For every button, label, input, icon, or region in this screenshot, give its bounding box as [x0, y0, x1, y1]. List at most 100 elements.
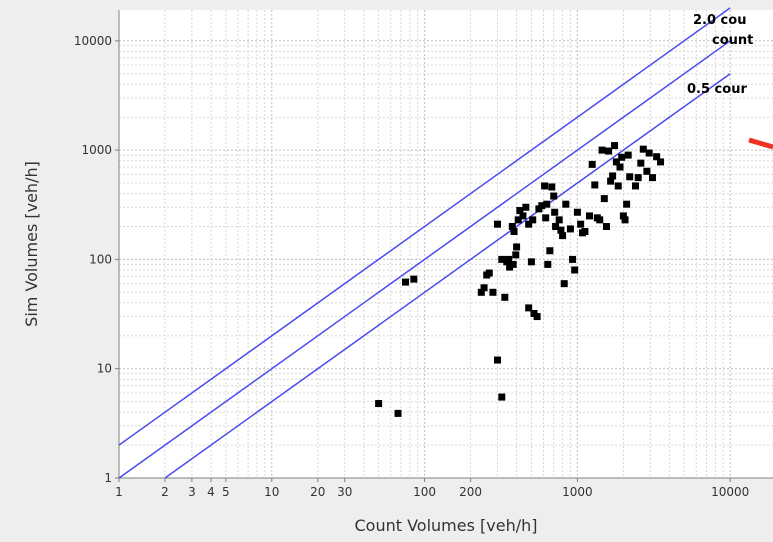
data-point: [508, 222, 516, 230]
y-tick-label: 10: [97, 362, 112, 376]
data-point: [394, 409, 402, 417]
data-point: [529, 216, 537, 224]
y-tick-label: 100: [89, 252, 112, 266]
data-point: [552, 222, 560, 230]
data-point: [639, 145, 647, 153]
x-tick-label: 10: [264, 485, 279, 499]
data-point: [569, 255, 577, 263]
reference-line-label-0-5: 0.5 cour: [687, 82, 747, 97]
data-point: [498, 393, 506, 401]
data-point: [653, 153, 661, 161]
data-point: [546, 247, 554, 255]
data-point: [619, 212, 627, 220]
data-point: [559, 232, 567, 240]
data-point: [506, 263, 514, 271]
data-point: [489, 288, 497, 296]
data-point: [566, 225, 574, 233]
data-point: [573, 208, 581, 216]
data-point: [494, 356, 502, 364]
data-point: [631, 182, 639, 190]
data-point: [480, 284, 488, 292]
data-point: [577, 220, 585, 228]
y-tick-label: 10000: [74, 34, 112, 48]
data-point: [477, 288, 485, 296]
data-point: [519, 212, 527, 220]
x-tick-label: 10000: [711, 485, 749, 499]
data-point: [645, 149, 653, 157]
x-tick-label: 20: [310, 485, 325, 499]
x-tick-label: 2: [161, 485, 169, 499]
data-point: [623, 200, 631, 208]
data-point: [512, 251, 520, 259]
data-point: [542, 214, 550, 222]
y-axis-title: Sim Volumes [veh/h]: [22, 161, 41, 327]
data-point: [402, 278, 410, 286]
data-point: [541, 182, 549, 190]
data-point: [634, 174, 642, 182]
data-point: [514, 216, 522, 224]
data-point: [527, 258, 535, 266]
data-point: [571, 266, 579, 274]
data-point: [522, 203, 530, 211]
data-point: [637, 159, 645, 167]
x-tick-label: 3: [188, 485, 196, 499]
x-tick-label: 100: [413, 485, 436, 499]
data-point: [501, 293, 509, 301]
reference-lines: [118, 7, 731, 479]
data-point: [516, 207, 524, 215]
data-point: [375, 400, 383, 408]
data-point: [614, 182, 622, 190]
x-tick-label: 1: [115, 485, 123, 499]
data-point: [544, 260, 552, 268]
data-point: [609, 172, 617, 180]
reference-line-labels: 2.0 cou count 0.5 cour: [687, 13, 753, 97]
reference-line-2: [118, 7, 731, 446]
annotation-arrow: [748, 137, 773, 150]
data-point: [626, 173, 634, 181]
data-point: [616, 163, 624, 171]
reference-line-0-5: [164, 73, 731, 479]
reference-line-label-2: 2.0 cou: [693, 13, 746, 28]
data-point: [562, 200, 570, 208]
x-tick-label: 5: [222, 485, 230, 499]
data-point: [557, 226, 565, 234]
tick-labels: 1 2 3 4 5 10 20 30 100 200 1000 10000 1 10 100 1000 1000…: [74, 34, 749, 499]
data-point: [533, 313, 541, 321]
data-point: [550, 192, 558, 200]
data-point: [560, 280, 568, 288]
data-point: [598, 146, 606, 154]
data-point: [585, 212, 593, 220]
data-point: [648, 174, 656, 182]
data-point: [581, 227, 589, 235]
data-point: [618, 153, 626, 161]
data-point: [525, 220, 533, 228]
data-point: [498, 255, 506, 263]
x-tick-label: 30: [337, 485, 352, 499]
data-point: [510, 227, 518, 235]
data-point: [596, 216, 604, 224]
x-tick-label: 4: [207, 485, 215, 499]
data-point: [555, 216, 563, 224]
data-point: [485, 269, 493, 277]
data-point: [607, 177, 615, 185]
data-point: [410, 275, 418, 283]
data-point: [505, 255, 513, 263]
x-axis-title: Count Volumes [veh/h]: [355, 516, 538, 535]
data-point: [624, 151, 632, 159]
x-tick-label: 200: [459, 485, 482, 499]
data-point: [588, 160, 596, 168]
data-point: [525, 304, 533, 312]
data-point: [611, 142, 619, 150]
data-point: [605, 147, 613, 155]
data-points: [375, 142, 665, 417]
x-tick-label: 1000: [562, 485, 593, 499]
data-point: [548, 183, 556, 191]
data-point: [551, 208, 559, 216]
data-point: [513, 243, 521, 251]
reference-line-1: [118, 40, 731, 479]
data-point: [621, 216, 629, 224]
data-point: [538, 202, 546, 210]
y-tick-label: 1: [104, 471, 112, 485]
data-point: [509, 260, 517, 268]
